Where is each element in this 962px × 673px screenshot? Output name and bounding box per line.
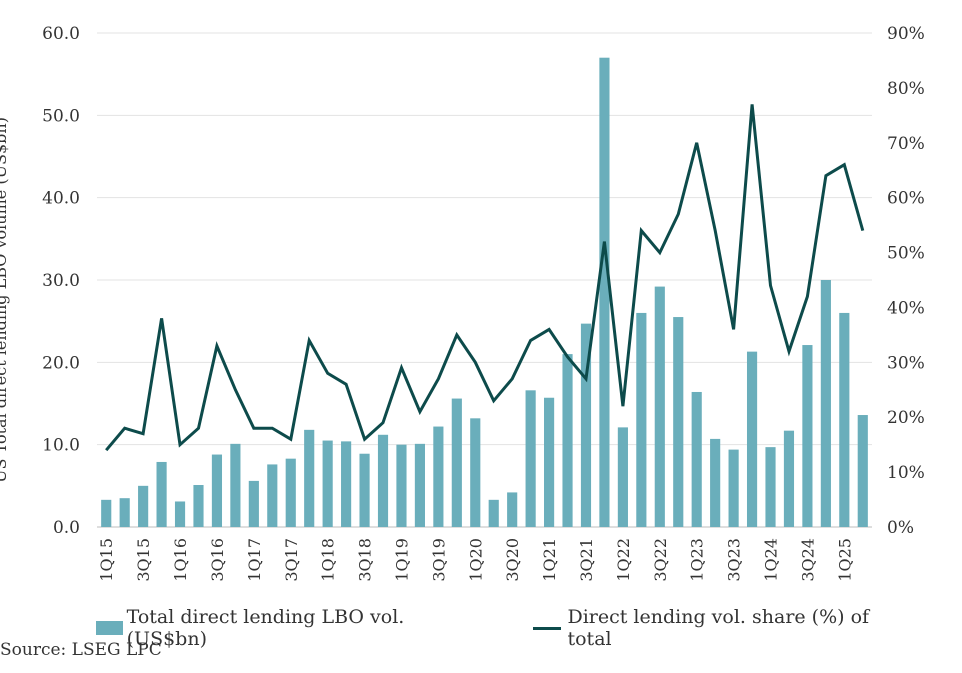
right-tick-label: 70% bbox=[887, 134, 925, 154]
right-tick-label: 50% bbox=[887, 244, 925, 264]
x-tick-label: 3Q19 bbox=[429, 538, 448, 582]
right-tick-label: 10% bbox=[887, 463, 925, 483]
left-axis-title: US Total direct lending LBO volume (US$b… bbox=[0, 117, 10, 483]
x-tick-label: 3Q23 bbox=[725, 538, 744, 582]
bar-1Q20 bbox=[470, 418, 481, 527]
bar-3Q17 bbox=[285, 458, 296, 527]
bar-1Q22 bbox=[617, 427, 628, 527]
share-line bbox=[105, 104, 865, 452]
x-tick-label: 1Q19 bbox=[392, 538, 411, 582]
bar-2Q25 bbox=[857, 415, 868, 527]
legend-item-bars: Total direct lending LBO vol. (US$bn) bbox=[96, 606, 473, 650]
bar-4Q23 bbox=[746, 351, 758, 527]
x-tick-label: 3Q15 bbox=[134, 538, 153, 582]
bar-4Q20 bbox=[525, 390, 536, 527]
bar-3Q18 bbox=[359, 453, 370, 527]
bar-series bbox=[101, 57, 868, 527]
bar-3Q15 bbox=[138, 485, 149, 527]
bar-4Q18 bbox=[377, 434, 389, 527]
bar-4Q21 bbox=[599, 57, 610, 527]
left-axis-label: US Total direct lending LBO volume (US$b… bbox=[0, 117, 10, 483]
right-tick-label: 0% bbox=[887, 518, 914, 538]
x-tick-label: 3Q24 bbox=[798, 538, 817, 582]
bar-4Q19 bbox=[451, 398, 462, 527]
left-axis-ticks: 0.0 10.0 20.0 30.0 40.0 50.0 60.0 bbox=[42, 24, 80, 538]
x-tick-label: 3Q17 bbox=[282, 538, 301, 582]
legend-line-label: Direct lending vol. share (%) of total bbox=[567, 606, 870, 650]
right-axis-ticks: 0% 10% 20% 30% 40% 50% 60% 70% 80% 90% bbox=[887, 24, 925, 538]
line-series bbox=[105, 104, 865, 452]
left-tick-label: 10.0 bbox=[42, 436, 80, 456]
legend-bar-label: Total direct lending LBO vol. (US$bn) bbox=[126, 606, 405, 650]
left-tick-label: 50.0 bbox=[42, 106, 80, 126]
bar-3Q24 bbox=[802, 345, 813, 527]
x-tick-label: 1Q17 bbox=[245, 538, 264, 582]
x-tick-label: 1Q25 bbox=[835, 538, 854, 582]
gridlines bbox=[97, 32, 872, 528]
x-tick-label: 3Q16 bbox=[208, 538, 227, 582]
bar-1Q15 bbox=[101, 499, 112, 527]
x-tick-label: 1Q15 bbox=[97, 538, 116, 582]
x-tick-label: 1Q22 bbox=[614, 538, 633, 582]
source-note: Source: LSEG LPC bbox=[0, 640, 162, 660]
right-tick-label: 60% bbox=[887, 189, 925, 209]
x-tick-label: 1Q24 bbox=[762, 538, 781, 582]
x-tick-label: 3Q20 bbox=[503, 538, 522, 582]
bar-2Q15 bbox=[119, 498, 130, 527]
combo-chart: 0.0 10.0 20.0 30.0 40.0 50.0 60.0 0% 10% 20% 30% 4… bbox=[0, 24, 925, 582]
bar-1Q21 bbox=[544, 397, 555, 527]
legend-item-line: Direct lending vol. share (%) of total bbox=[532, 606, 902, 650]
bar-1Q25 bbox=[839, 312, 850, 527]
x-tick-label: 1Q16 bbox=[171, 538, 190, 582]
bar-2Q16 bbox=[193, 485, 204, 527]
left-tick-label: 0.0 bbox=[53, 518, 80, 538]
bar-2Q24 bbox=[783, 430, 795, 527]
right-tick-label: 30% bbox=[887, 353, 925, 373]
bar-2Q17 bbox=[267, 464, 278, 527]
legend-line-swatch bbox=[532, 626, 562, 630]
bar-1Q17 bbox=[248, 480, 259, 527]
bar-3Q21 bbox=[580, 323, 592, 527]
bar-2Q23 bbox=[710, 438, 721, 527]
bar-4Q17 bbox=[304, 429, 315, 527]
legend-bar-swatch bbox=[96, 621, 123, 635]
x-tick-label: 3Q22 bbox=[651, 538, 670, 582]
bar-1Q24 bbox=[765, 447, 776, 527]
bar-2Q22 bbox=[636, 312, 647, 527]
bar-2Q18 bbox=[341, 441, 352, 527]
bar-3Q22 bbox=[654, 286, 665, 527]
x-tick-label: 3Q21 bbox=[577, 538, 596, 582]
left-tick-label: 40.0 bbox=[42, 189, 80, 209]
x-tick-label: 1Q21 bbox=[540, 538, 559, 582]
bar-1Q18 bbox=[322, 440, 333, 527]
right-tick-label: 40% bbox=[887, 298, 925, 318]
bar-3Q23 bbox=[728, 449, 739, 527]
x-tick-label: 1Q23 bbox=[688, 538, 707, 582]
x-tick-label: 3Q18 bbox=[356, 538, 375, 582]
bar-4Q16 bbox=[230, 443, 241, 527]
bar-1Q23 bbox=[691, 391, 702, 527]
x-tick-label: 1Q18 bbox=[319, 538, 338, 582]
bar-3Q19 bbox=[433, 426, 444, 527]
left-tick-label: 30.0 bbox=[42, 271, 80, 291]
bar-4Q15 bbox=[156, 461, 167, 527]
bar-2Q19 bbox=[414, 443, 425, 527]
bar-1Q19 bbox=[396, 444, 407, 527]
right-tick-label: 80% bbox=[887, 79, 925, 99]
right-tick-label: 90% bbox=[887, 24, 925, 44]
bar-3Q16 bbox=[211, 454, 223, 527]
x-tick-label: 1Q20 bbox=[466, 538, 485, 582]
left-tick-label: 20.0 bbox=[42, 353, 80, 373]
bar-3Q20 bbox=[507, 492, 518, 527]
right-tick-label: 20% bbox=[887, 408, 925, 428]
x-axis-ticks: 1Q15 3Q15 1Q16 3Q16 1Q17 3Q17 1Q18 3Q18 1Q19 3Q19… bbox=[97, 538, 854, 582]
legend: Total direct lending LBO vol. (US$bn) Di… bbox=[96, 606, 962, 650]
bar-2Q21 bbox=[562, 354, 573, 527]
bar-4Q24 bbox=[820, 280, 831, 527]
left-tick-label: 60.0 bbox=[42, 24, 80, 44]
bar-4Q22 bbox=[673, 317, 684, 527]
bar-1Q16 bbox=[174, 501, 186, 527]
bar-2Q20 bbox=[488, 499, 499, 527]
